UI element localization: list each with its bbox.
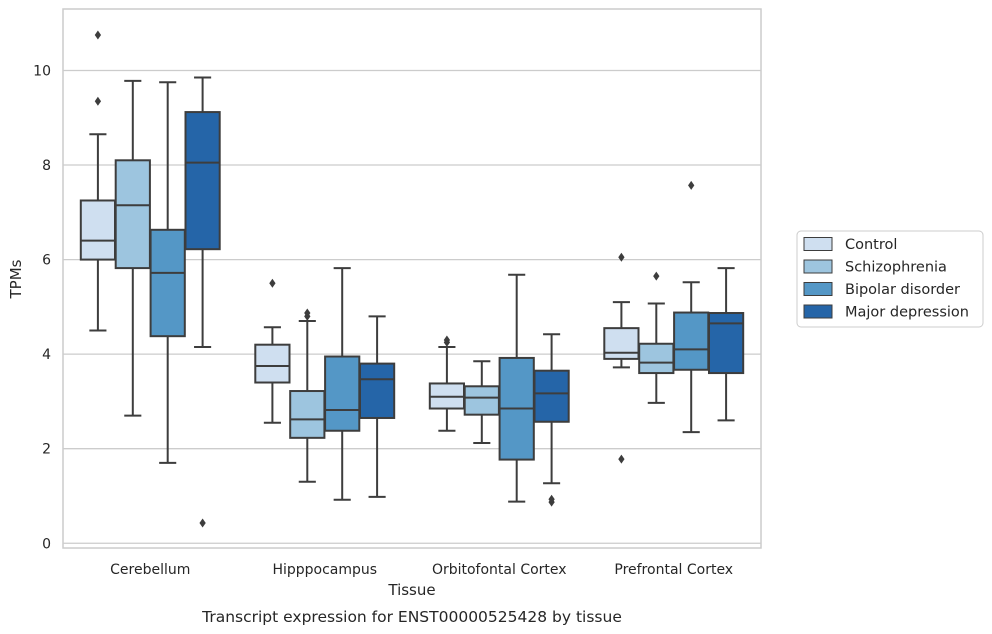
y-tick-label: 2 <box>42 442 51 458</box>
box-major-depression <box>707 267 745 422</box>
y-axis-title: TPMs <box>7 259 25 299</box>
box-iqr <box>324 355 361 432</box>
x-tick-label: Cerebellum <box>110 562 190 578</box>
box-schizophrenia <box>638 271 675 404</box>
box-bipolar-disorder <box>498 273 535 503</box>
box-major-depression <box>533 333 570 507</box>
box-control <box>254 278 291 424</box>
box-iqr <box>79 199 117 261</box>
box-control <box>79 30 117 332</box>
gridlines <box>63 69 761 544</box>
outlier-point <box>618 454 625 464</box>
y-tick-label: 4 <box>42 347 51 363</box>
outlier-point <box>653 271 660 281</box>
box-bipolar-disorder <box>324 267 361 501</box>
boxes <box>79 30 745 528</box>
box-major-depression <box>358 315 396 498</box>
legend-label: Major depression <box>845 305 969 321</box>
legend-label: Schizophrenia <box>845 260 947 276</box>
box-iqr <box>638 342 675 375</box>
legend-frame <box>796 230 984 328</box>
outlier-point <box>304 308 311 318</box>
box-iqr <box>358 362 396 419</box>
legend-swatch <box>803 282 833 296</box>
box-iqr <box>114 159 151 270</box>
box-iqr <box>603 327 640 360</box>
box-iqr <box>184 111 221 251</box>
outlier-point <box>548 494 555 504</box>
legend-swatch <box>803 237 833 251</box>
outlier-point <box>688 180 695 190</box>
x-tick-label: Hipppocampus <box>272 562 377 578</box>
legend-swatch <box>803 259 833 274</box>
legend-swatch <box>803 304 833 319</box>
outlier-point <box>94 96 102 106</box>
y-tick-label: 8 <box>42 158 51 174</box>
x-axis-title: Tissue <box>387 581 435 599</box>
legend-label: Bipolar disorder <box>845 282 960 298</box>
box-iqr <box>254 343 291 384</box>
box-bipolar-disorder <box>149 81 186 464</box>
box-iqr <box>463 385 500 416</box>
box-schizophrenia <box>463 360 500 445</box>
outlier-point <box>618 252 625 262</box>
y-tick-label: 6 <box>42 253 51 269</box>
x-tick-label: Prefrontal Cortex <box>614 562 733 578</box>
x-axis-ticks: Cerebellum Hipppocampus Orbitofontal Corte… <box>110 562 733 578</box>
legend-label: Control <box>845 237 897 253</box>
y-axis-ticks: 0 2 4 6 8 10 <box>33 63 51 552</box>
box-iqr <box>707 312 745 375</box>
box-iqr <box>533 369 570 423</box>
outlier-point <box>199 518 206 528</box>
box-iqr <box>149 228 186 338</box>
box-major-depression <box>184 76 221 528</box>
box-schizophrenia <box>114 79 151 417</box>
box-control <box>603 252 640 464</box>
outlier-point <box>269 278 276 288</box>
box-bipolar-disorder <box>673 180 710 434</box>
box-iqr <box>289 390 326 439</box>
x-tick-label: Orbitofontal Cortex <box>432 562 567 578</box>
y-tick-label: 0 <box>42 536 51 552</box>
y-tick-label: 10 <box>33 63 51 79</box>
chart-caption: Transcript expression for ENST0000052542… <box>201 608 622 626</box>
outlier-point <box>443 335 451 345</box>
box-schizophrenia <box>289 308 326 483</box>
legend: Control Schizophrenia Bipolar disorder Majo… <box>796 230 984 328</box>
outlier-point <box>94 30 102 40</box>
box-iqr <box>673 311 710 371</box>
